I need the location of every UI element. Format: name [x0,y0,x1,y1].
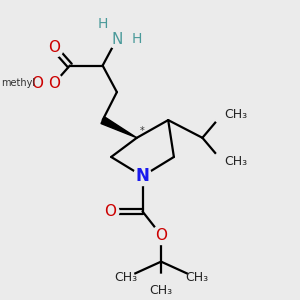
Text: N: N [136,167,149,185]
Circle shape [45,74,63,93]
Circle shape [152,226,170,244]
Circle shape [128,30,146,49]
Text: CH₃: CH₃ [114,272,137,284]
Circle shape [152,274,170,293]
Text: O: O [104,204,116,219]
Text: O: O [48,76,60,91]
Text: N: N [111,32,123,46]
Text: CH₃: CH₃ [224,155,247,168]
Circle shape [45,38,63,57]
Text: *: * [140,126,144,136]
Text: H: H [132,32,142,46]
Text: O: O [155,228,167,243]
Circle shape [108,30,126,49]
Circle shape [213,105,232,124]
Text: CH₃: CH₃ [149,284,172,297]
Circle shape [94,15,112,34]
Circle shape [213,152,232,171]
Circle shape [116,268,135,287]
Circle shape [134,167,152,186]
Text: methyl: methyl [2,78,36,88]
Text: O: O [31,76,43,91]
Text: O: O [48,40,60,56]
Text: H: H [98,17,108,31]
Circle shape [28,74,46,93]
Polygon shape [101,117,137,138]
Circle shape [100,202,119,221]
Circle shape [188,268,206,287]
Text: CH₃: CH₃ [185,272,208,284]
Text: CH₃: CH₃ [224,108,247,121]
